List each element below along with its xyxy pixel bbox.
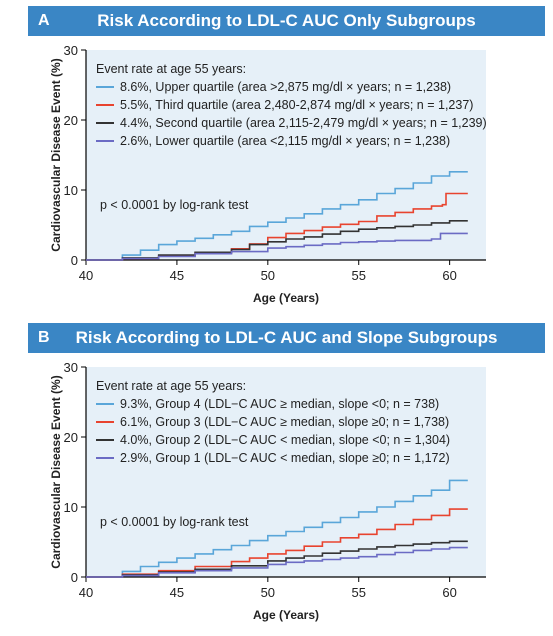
- panel-b-letter: B: [38, 329, 50, 346]
- x-tick-label: 55: [351, 585, 365, 600]
- legend-entry-4: 2.6%, Lower quartile (area <2,115 mg/dl …: [120, 134, 450, 148]
- y-tick-label: 30: [64, 43, 78, 58]
- y-axis-label: Cardiovascular Disease Event (%): [49, 375, 63, 568]
- panel-a-letter: A: [38, 12, 50, 29]
- x-axis-label: Age (Years): [253, 291, 319, 305]
- panel-b-banner: B Risk According to LDL-C AUC and Slope …: [28, 323, 545, 353]
- plot-area: [86, 367, 486, 577]
- x-tick-label: 40: [79, 585, 93, 600]
- y-tick-label: 0: [71, 253, 78, 268]
- legend-entry-3: 4.4%, Second quartile (area 2,115-2,479 …: [120, 116, 487, 130]
- legend-entry-3: 4.0%, Group 2 (LDL−C AUC < median, slope…: [120, 433, 450, 447]
- y-tick-label: 10: [64, 500, 78, 515]
- series-line-1: [86, 171, 468, 261]
- x-tick-label: 50: [261, 268, 275, 283]
- series-line-4: [86, 232, 468, 261]
- x-tick-label: 55: [351, 268, 365, 283]
- y-tick-label: 20: [64, 113, 78, 128]
- y-axis-label: Cardiovascular Disease Event (%): [49, 58, 63, 251]
- series-line-4: [86, 546, 468, 578]
- legend-entry-2: 5.5%, Third quartile (area 2,480-2,874 m…: [120, 98, 473, 112]
- x-tick-label: 60: [442, 585, 456, 600]
- legend-header: Event rate at age 55 years:: [96, 62, 246, 76]
- panel-a-banner: A Risk According to LDL-C AUC Only Subgr…: [28, 6, 545, 36]
- y-tick-label: 30: [64, 360, 78, 375]
- series-line-1: [86, 479, 468, 578]
- legend-header: Event rate at age 55 years:: [96, 379, 246, 393]
- pvalue-annotation: p < 0.0001 by log-rank test: [100, 198, 249, 212]
- legend-entry-4: 2.9%, Group 1 (LDL−C AUC < median, slope…: [120, 451, 450, 465]
- x-tick-label: 60: [442, 268, 456, 283]
- panel-b-title: Risk According to LDL-C AUC and Slope Su…: [75, 328, 498, 347]
- y-tick-label: 0: [71, 570, 78, 585]
- x-tick-label: 40: [79, 268, 93, 283]
- y-tick-label: 10: [64, 183, 78, 198]
- x-tick-label: 45: [170, 585, 184, 600]
- pvalue-annotation: p < 0.0001 by log-rank test: [100, 515, 249, 529]
- legend-entry-2: 6.1%, Group 3 (LDL−C AUC ≥ median, slope…: [120, 415, 449, 429]
- panel-a-chart: 0 10 20 30 40 45 50 55 60 Age (Years) Cardiovascul…: [49, 43, 487, 305]
- legend-entry-1: 8.6%, Upper quartile (area >2,875 mg/dl …: [120, 80, 451, 94]
- panel-a-title: Risk According to LDL-C AUC Only Subgrou…: [97, 11, 476, 30]
- legend-entry-1: 9.3%, Group 4 (LDL−C AUC ≥ median, slope…: [120, 397, 439, 411]
- panel-b-chart: 0 10 20 30 40 45 50 55 60 Age (Years) Cardiovascul…: [49, 360, 486, 622]
- x-tick-label: 45: [170, 268, 184, 283]
- x-tick-label: 50: [261, 585, 275, 600]
- x-axis-label: Age (Years): [253, 608, 319, 622]
- y-tick-label: 20: [64, 430, 78, 445]
